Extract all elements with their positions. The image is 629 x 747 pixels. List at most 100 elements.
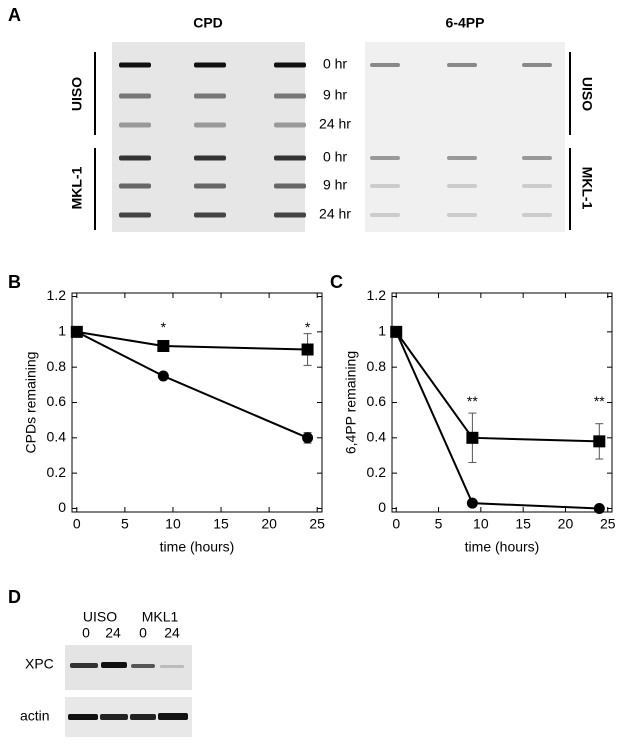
annotation: * bbox=[305, 319, 311, 335]
band bbox=[447, 63, 477, 67]
marker bbox=[390, 326, 402, 338]
row-label: XPC bbox=[25, 656, 54, 672]
y-tick-label: 1 bbox=[58, 323, 66, 339]
band bbox=[447, 156, 477, 160]
group-label: UISO bbox=[69, 77, 85, 111]
x-tick-label: 5 bbox=[121, 516, 129, 532]
lane-label: 24 bbox=[105, 625, 121, 641]
band bbox=[119, 155, 151, 161]
band bbox=[194, 62, 226, 68]
group-label: UISO bbox=[579, 77, 595, 111]
y-axis-label: 6,4PP remaining bbox=[343, 351, 359, 454]
band bbox=[101, 662, 127, 668]
y-tick-label: 1.2 bbox=[367, 287, 387, 303]
group-label: MKL-1 bbox=[579, 167, 595, 210]
group-label: MKL1 bbox=[142, 609, 179, 625]
band bbox=[119, 183, 151, 189]
y-tick-label: 0.2 bbox=[367, 464, 387, 480]
x-tick-label: 15 bbox=[213, 516, 229, 532]
lane-label: 24 bbox=[164, 625, 180, 641]
marker bbox=[466, 431, 479, 444]
band bbox=[119, 93, 151, 99]
band bbox=[522, 213, 552, 217]
series-line bbox=[395, 331, 600, 510]
x-tick-label: 15 bbox=[515, 516, 531, 532]
band bbox=[160, 665, 184, 668]
panel-label: C bbox=[330, 272, 343, 292]
y-tick-label: 0 bbox=[378, 499, 386, 515]
marker bbox=[157, 370, 169, 382]
band bbox=[194, 122, 226, 128]
band bbox=[522, 63, 552, 67]
band bbox=[447, 184, 477, 188]
x-tick-label: 20 bbox=[261, 516, 277, 532]
blot-title: 6-4PP bbox=[446, 15, 485, 31]
panel-label: A bbox=[8, 5, 21, 25]
time-label: 0 hr bbox=[323, 149, 347, 165]
band bbox=[194, 155, 226, 161]
band bbox=[447, 213, 477, 217]
x-tick-label: 25 bbox=[600, 516, 616, 532]
y-tick-label: 0.2 bbox=[47, 464, 67, 480]
band bbox=[522, 156, 552, 160]
annotation: * bbox=[161, 319, 167, 335]
x-tick-label: 5 bbox=[435, 516, 443, 532]
band bbox=[194, 183, 226, 189]
lane-label: 0 bbox=[139, 625, 147, 641]
lane-label: 0 bbox=[82, 625, 90, 641]
band bbox=[119, 122, 151, 128]
band bbox=[370, 156, 400, 160]
band bbox=[119, 62, 151, 68]
band bbox=[194, 93, 226, 99]
band bbox=[194, 212, 226, 218]
band bbox=[274, 93, 306, 99]
band bbox=[370, 184, 400, 188]
band bbox=[68, 714, 98, 720]
y-tick-label: 0.4 bbox=[367, 429, 387, 445]
time-label: 9 hr bbox=[323, 87, 347, 103]
time-label: 24 hr bbox=[319, 116, 351, 132]
x-tick-label: 0 bbox=[73, 516, 81, 532]
band bbox=[522, 184, 552, 188]
time-label: 0 hr bbox=[323, 56, 347, 72]
band bbox=[370, 63, 400, 67]
panel-label: D bbox=[8, 587, 21, 607]
series-line bbox=[395, 331, 600, 443]
x-axis-label: time (hours) bbox=[465, 539, 540, 555]
marker bbox=[466, 497, 478, 509]
x-axis-label: time (hours) bbox=[160, 539, 235, 555]
time-label: 9 hr bbox=[323, 177, 347, 193]
x-tick-label: 20 bbox=[558, 516, 574, 532]
y-tick-label: 1 bbox=[378, 323, 386, 339]
y-tick-label: 1.2 bbox=[47, 287, 67, 303]
annotation: ** bbox=[467, 393, 478, 409]
y-tick-label: 0.6 bbox=[367, 393, 387, 409]
band bbox=[70, 663, 98, 668]
marker bbox=[593, 435, 606, 448]
panel-label: B bbox=[8, 272, 21, 292]
row-label: actin bbox=[20, 708, 50, 724]
band bbox=[274, 122, 306, 128]
y-tick-label: 0.4 bbox=[47, 429, 67, 445]
x-tick-label: 0 bbox=[392, 516, 400, 532]
band bbox=[274, 212, 306, 218]
y-axis-label: CPDs remaining bbox=[23, 352, 39, 454]
y-tick-label: 0.8 bbox=[367, 358, 387, 374]
plot-frame bbox=[71, 292, 323, 513]
marker bbox=[593, 502, 605, 514]
band bbox=[131, 664, 155, 668]
x-tick-label: 25 bbox=[309, 516, 325, 532]
group-label: UISO bbox=[83, 609, 117, 625]
band bbox=[274, 183, 306, 189]
marker bbox=[302, 432, 314, 444]
band bbox=[274, 62, 306, 68]
annotation: ** bbox=[594, 393, 605, 409]
x-tick-label: 10 bbox=[473, 516, 489, 532]
time-label: 24 hr bbox=[319, 206, 351, 222]
marker bbox=[301, 343, 314, 356]
group-label: MKL-1 bbox=[69, 166, 85, 209]
marker bbox=[71, 326, 83, 338]
marker bbox=[157, 339, 170, 352]
blot-title: CPD bbox=[193, 15, 223, 31]
